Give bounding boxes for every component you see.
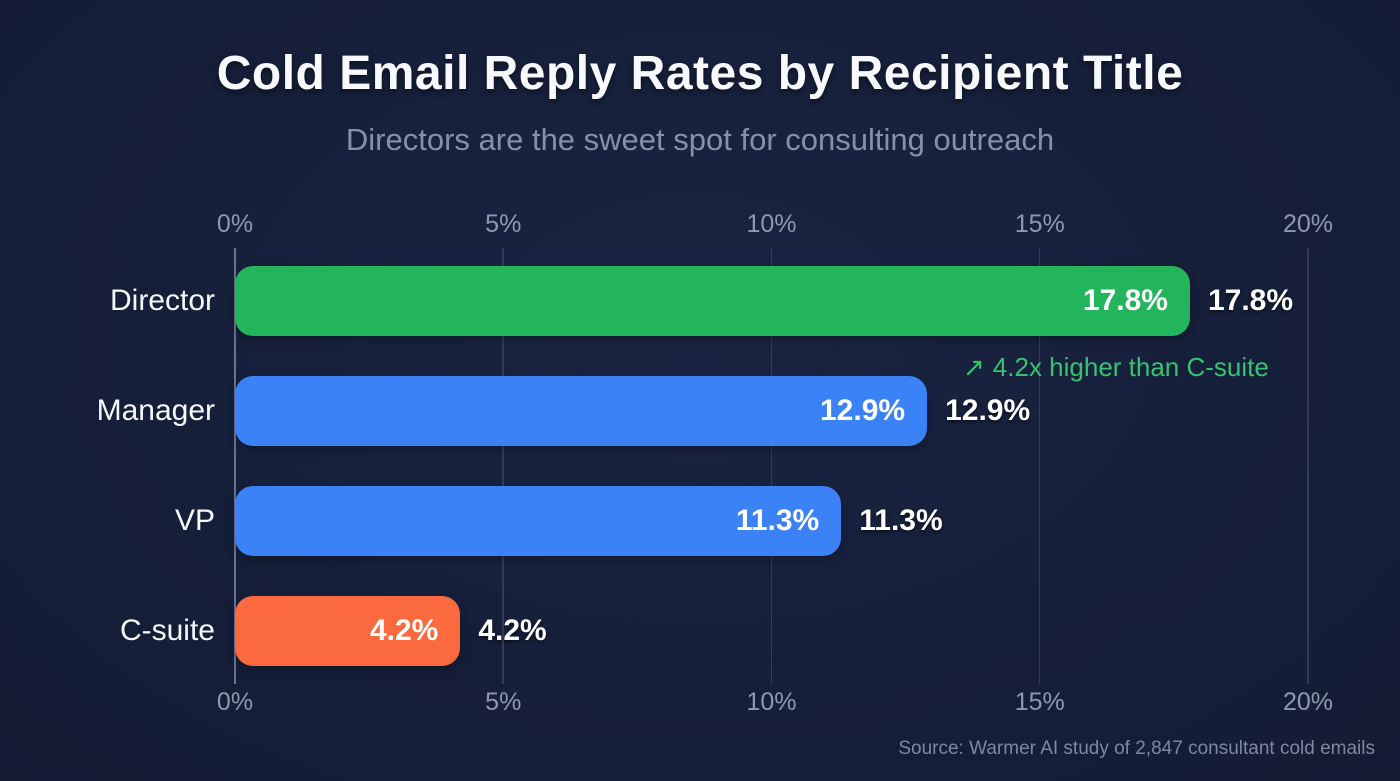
gridline bbox=[1307, 248, 1309, 684]
bar-row: VP 11.3% 11.3% bbox=[175, 466, 1308, 576]
bar-value-inside: 4.2% bbox=[369, 614, 439, 647]
x-axis-tick-label: 0% bbox=[216, 688, 254, 716]
bar-value-outside: 12.9% bbox=[945, 394, 1031, 427]
bar-row: Director 17.8% 17.8% bbox=[110, 246, 1308, 356]
plot-area: Director 17.8% 17.8% Manager 12.9% 12.9% VP 11.… bbox=[97, 246, 1309, 686]
x-axis-tick-label: 20% bbox=[1282, 688, 1334, 716]
chart-title: Cold Email Reply Rates by Recipient Titl… bbox=[216, 47, 1184, 100]
gridline bbox=[770, 248, 772, 684]
x-axis-bottom: 0% 5% 10% 15% 20% bbox=[217, 688, 1333, 716]
bar-c-suite: 4.2% bbox=[235, 596, 461, 666]
x-axis-tick-label: 10% bbox=[746, 688, 797, 716]
bar-director: 17.8% bbox=[235, 266, 1190, 336]
x-axis-top: 0% 5% 10% 15% 20% bbox=[217, 210, 1333, 238]
annotation-text: 4.2x higher than C-suite bbox=[992, 352, 1269, 382]
bar-value-inside: 17.8% bbox=[1082, 284, 1168, 317]
category-label: C-suite bbox=[119, 614, 215, 647]
category-label: Manager bbox=[96, 394, 215, 427]
gridline bbox=[502, 248, 504, 684]
bar-row: C-suite 4.2% 4.2% bbox=[120, 576, 1308, 686]
bar-value-outside: 4.2% bbox=[478, 614, 547, 647]
category-label: Director bbox=[109, 284, 215, 317]
x-axis-tick-label: 5% bbox=[485, 688, 522, 716]
bar-value-inside: 12.9% bbox=[820, 394, 906, 427]
x-axis-tick-label: 20% bbox=[1282, 210, 1334, 238]
trend-up-arrow-icon: ↗ bbox=[963, 352, 985, 382]
x-axis-tick-label: 15% bbox=[1014, 688, 1065, 716]
bar-value-outside: 11.3% bbox=[859, 504, 943, 537]
bar-value-inside: 11.3% bbox=[735, 504, 820, 537]
source-note: Source: Warmer AI study of 2,847 consult… bbox=[898, 738, 1375, 759]
gridline bbox=[1038, 248, 1041, 684]
x-axis-tick-label: 5% bbox=[485, 210, 522, 238]
chart-subtitle: Directors are the sweet spot for consult… bbox=[345, 122, 1055, 157]
x-axis-tick-label: 0% bbox=[216, 210, 254, 238]
annotation-director-vs-csuite: ↗ 4.2x higher than C-suite bbox=[963, 352, 1269, 383]
y-axis-line bbox=[234, 248, 236, 684]
x-axis-tick-label: 15% bbox=[1014, 210, 1065, 238]
bar-vp: 11.3% bbox=[235, 486, 842, 556]
bar-manager: 12.9% bbox=[235, 376, 928, 446]
x-axis-tick-label: 10% bbox=[746, 210, 797, 238]
bar-row: Manager 12.9% 12.9% bbox=[97, 356, 1308, 466]
category-label: VP bbox=[174, 504, 215, 537]
bar-value-outside: 17.8% bbox=[1207, 284, 1294, 317]
